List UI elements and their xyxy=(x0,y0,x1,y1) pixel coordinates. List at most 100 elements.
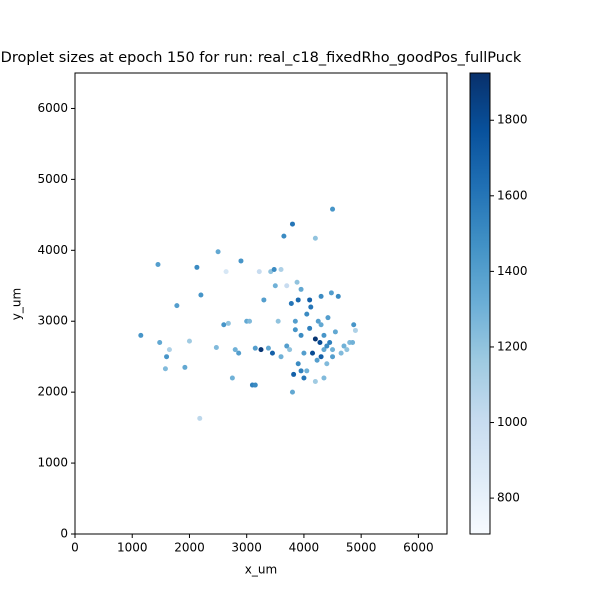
point xyxy=(350,340,356,346)
chart-title: Droplet sizes at epoch 150 for run: real… xyxy=(1,50,522,66)
point xyxy=(275,318,281,324)
point xyxy=(307,325,313,331)
point xyxy=(215,249,221,255)
point xyxy=(247,318,253,324)
y-tick-label: 0 xyxy=(60,527,68,541)
point xyxy=(157,340,163,346)
point xyxy=(338,350,344,356)
point xyxy=(194,264,200,270)
point xyxy=(269,350,275,356)
point xyxy=(284,343,290,349)
point xyxy=(324,343,330,349)
x-tick-label: 5000 xyxy=(346,541,377,555)
point xyxy=(318,322,324,328)
point xyxy=(294,279,300,285)
point xyxy=(221,322,227,328)
point xyxy=(321,375,327,381)
colorbar-tick-label: 1400 xyxy=(497,264,528,278)
point xyxy=(335,293,341,299)
point xyxy=(308,304,314,310)
point xyxy=(236,350,242,356)
point xyxy=(321,332,327,338)
point xyxy=(174,303,180,309)
point xyxy=(314,357,320,363)
point xyxy=(341,343,347,349)
point xyxy=(324,361,330,367)
point xyxy=(295,361,301,367)
point xyxy=(182,364,188,370)
point xyxy=(325,315,331,321)
point xyxy=(213,344,219,350)
point xyxy=(291,371,297,377)
point xyxy=(315,318,321,324)
point xyxy=(312,336,318,342)
point xyxy=(321,347,327,353)
point xyxy=(278,354,284,360)
point xyxy=(225,320,231,326)
point xyxy=(330,347,336,353)
point xyxy=(238,258,244,264)
point xyxy=(166,347,172,353)
point xyxy=(328,290,334,296)
x-tick-label: 4000 xyxy=(289,541,320,555)
point xyxy=(292,318,298,324)
point xyxy=(304,311,310,317)
point xyxy=(164,354,170,360)
point xyxy=(312,379,318,385)
point xyxy=(344,347,350,353)
plot-frame xyxy=(74,72,448,535)
point xyxy=(281,233,287,239)
point xyxy=(229,375,235,381)
point xyxy=(252,382,258,388)
point xyxy=(298,332,304,338)
y-tick-label: 2000 xyxy=(37,385,68,399)
point xyxy=(330,206,336,212)
y-tick-label: 3000 xyxy=(37,314,68,328)
point xyxy=(232,347,238,353)
point xyxy=(198,292,204,298)
point xyxy=(307,297,313,303)
point xyxy=(278,266,284,272)
point xyxy=(327,340,333,346)
point xyxy=(272,283,278,289)
point xyxy=(252,345,258,351)
point xyxy=(317,340,323,346)
point xyxy=(312,235,318,241)
colorbar-tick-label: 800 xyxy=(497,491,520,505)
point xyxy=(138,332,144,338)
x-axis-label: x_um xyxy=(245,563,277,577)
point xyxy=(332,329,338,335)
colorbar-tick-label: 1600 xyxy=(497,188,528,202)
point xyxy=(289,221,295,227)
point xyxy=(287,347,293,353)
point xyxy=(301,375,307,381)
point xyxy=(298,368,304,374)
point xyxy=(289,389,295,395)
point xyxy=(292,327,298,333)
colorbar xyxy=(469,72,491,535)
point xyxy=(304,368,310,374)
point xyxy=(318,293,324,299)
point xyxy=(258,347,264,353)
y-tick-label: 1000 xyxy=(37,456,68,470)
y-tick-label: 6000 xyxy=(37,101,68,115)
point xyxy=(265,345,271,351)
point xyxy=(155,261,161,267)
point xyxy=(284,283,290,289)
point xyxy=(197,415,203,421)
x-tick-label: 6000 xyxy=(403,541,434,555)
point xyxy=(352,327,358,333)
colorbar-tick-label: 1200 xyxy=(497,339,528,353)
point xyxy=(295,297,301,303)
point xyxy=(162,366,168,372)
x-tick-label: 1000 xyxy=(117,541,148,555)
point xyxy=(298,286,304,292)
x-tick-label: 3000 xyxy=(231,541,262,555)
point xyxy=(351,322,357,328)
y-axis-label: y_um xyxy=(10,288,24,320)
point xyxy=(318,354,324,360)
point xyxy=(288,301,294,306)
point xyxy=(186,338,192,344)
x-tick-label: 0 xyxy=(71,541,79,555)
